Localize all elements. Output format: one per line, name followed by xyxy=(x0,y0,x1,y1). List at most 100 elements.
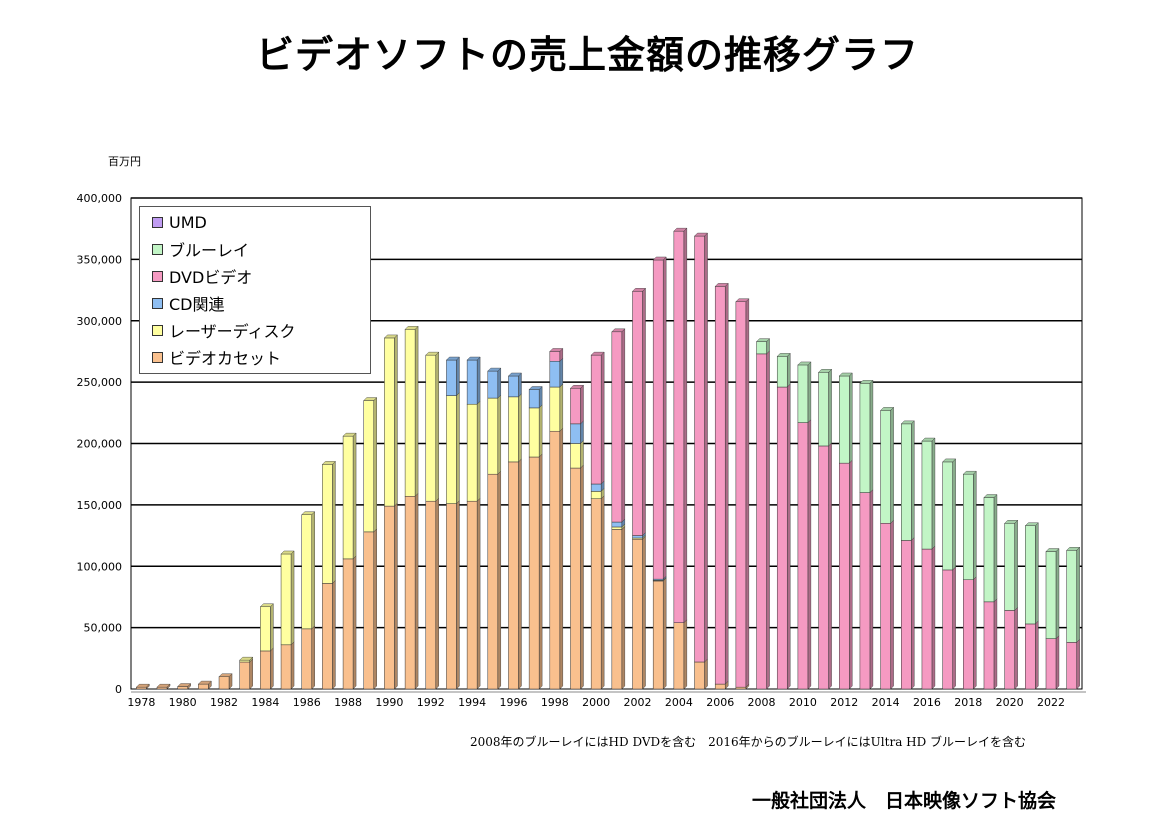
bar-segment-レーザーディスク-1991 xyxy=(404,329,416,497)
bar-segment-ブルーレイ-2012 xyxy=(839,375,850,464)
bar-side-レーザーディスク xyxy=(394,334,398,507)
bar-side-ビデオカセット xyxy=(332,579,336,690)
bar-side-ビデオカセット xyxy=(352,555,357,690)
bar-top-2017 xyxy=(942,458,957,463)
legend-label: ビデオカセット xyxy=(169,349,282,368)
bar-side-ビデオカセット xyxy=(704,658,708,690)
bar-top-2023 xyxy=(1066,547,1081,551)
bar-side-ビデオカセット xyxy=(538,453,543,690)
bar-segment-レーザーディスク-1989 xyxy=(363,400,374,533)
legend-item: DVDビデオ xyxy=(152,266,252,287)
bar-top-2005 xyxy=(694,232,709,237)
bar-segment-DVDビデオ-2008 xyxy=(756,353,767,690)
bar-side-ブルーレイ xyxy=(993,494,998,603)
bar-top-2020 xyxy=(1004,520,1019,524)
bar-side-CD関連 xyxy=(497,367,501,399)
bar-segment-ブルーレイ-2008 xyxy=(756,341,767,355)
bar-side-レーザーディスク xyxy=(476,400,481,502)
bar-segment-レーザーディスク-1997 xyxy=(528,407,540,458)
bar-side-CD関連 xyxy=(518,372,522,398)
bar-segment-DVDビデオ-2000 xyxy=(590,354,602,485)
bar-segment-ビデオカセット-1981 xyxy=(198,683,209,690)
bar-top-1978 xyxy=(135,683,150,688)
bar-side-DVDビデオ xyxy=(973,576,977,690)
bar-segment-ビデオカセット-2006 xyxy=(714,683,726,690)
bar-side-ブルーレイ xyxy=(869,379,874,494)
bar-segment-DVDビデオ-2023 xyxy=(1066,642,1077,690)
bar-segment-CD関連-1997 xyxy=(528,389,540,409)
bar-top-1989 xyxy=(363,397,378,401)
bar-top-1999 xyxy=(570,385,584,389)
bar-side-DVDビデオ xyxy=(642,287,646,537)
legend-swatch xyxy=(152,216,163,228)
bar-segment-CD関連-2000 xyxy=(590,483,602,492)
bar-segment-レーザーディスク-1992 xyxy=(425,354,437,502)
bar-top-1982 xyxy=(218,673,233,677)
bar-side-ブルーレイ xyxy=(787,352,791,388)
bar-top-2006 xyxy=(714,283,729,287)
bar-top-2000 xyxy=(590,351,605,356)
bar-segment-CD関連-1999 xyxy=(570,423,581,444)
bar-top-2015 xyxy=(900,420,915,425)
x-tick-label: 1984 xyxy=(251,696,279,709)
bar-top-2014 xyxy=(880,407,895,411)
bar-top-2010 xyxy=(797,361,812,366)
x-tick-label: 2018 xyxy=(954,696,982,709)
bar-segment-ビデオカセット-1992 xyxy=(425,500,437,690)
bar-top-1993 xyxy=(445,356,460,361)
bar-segment-ビデオカセット-1978 xyxy=(136,686,147,690)
bar-side-DVDビデオ xyxy=(911,536,915,690)
bar-segment-ビデオカセット-1993 xyxy=(446,503,457,690)
x-tick-label: 1990 xyxy=(375,696,403,709)
bar-segment-レーザーディスク-1996 xyxy=(508,396,519,463)
bar-top-2011 xyxy=(818,369,833,373)
bar-segment-ブルーレイ-2016 xyxy=(921,440,933,550)
x-tick-label: 2002 xyxy=(624,696,652,709)
bar-side-DVDビデオ xyxy=(1076,638,1080,690)
bar-segment-ビデオカセット-1988 xyxy=(342,558,354,690)
bar-segment-DVDビデオ-2015 xyxy=(901,540,912,690)
bar-top-2008 xyxy=(756,338,771,342)
bar-side-ビデオカセット xyxy=(456,500,460,690)
bar-side-CD関連 xyxy=(476,356,481,405)
x-tick-label: 2004 xyxy=(665,696,693,709)
bar-side-ブルーレイ xyxy=(828,368,832,447)
bar-segment-DVDビデオ-2022 xyxy=(1045,638,1057,690)
legend-item: CD関連 xyxy=(152,293,225,314)
bar-segment-レーザーディスク-1999 xyxy=(570,443,581,469)
bar-top-2018 xyxy=(962,470,977,475)
bar-side-ブルーレイ xyxy=(890,406,894,524)
bar-side-DVDビデオ xyxy=(621,328,626,523)
x-tick-label: 2006 xyxy=(706,696,734,709)
x-tick-label: 2020 xyxy=(996,696,1024,709)
bar-side-DVDビデオ xyxy=(890,519,894,690)
bar-side-CD関連 xyxy=(538,386,543,409)
x-tick-label: 1980 xyxy=(169,696,197,709)
bar-side-DVDビデオ xyxy=(952,566,956,690)
bar-segment-レーザーディスク-1984 xyxy=(260,606,271,652)
legend-swatch xyxy=(152,297,163,309)
bar-segment-ブルーレイ-2011 xyxy=(818,372,829,447)
bar-side-ブルーレイ xyxy=(952,458,956,571)
bar-segment-レーザーディスク-1985 xyxy=(280,553,292,646)
x-tick-label: 2012 xyxy=(830,696,858,709)
y-axis-unit-label: 百万円 xyxy=(108,155,141,168)
bar-top-2021 xyxy=(1024,522,1039,526)
bar-top-1990 xyxy=(383,334,398,339)
bar-segment-DVDビデオ-2004 xyxy=(673,230,685,623)
bar-segment-ブルーレイ-2015 xyxy=(901,423,912,541)
bar-segment-DVDビデオ-2006 xyxy=(714,286,726,685)
bar-segment-DVDビデオ-1998 xyxy=(549,351,561,362)
bar-segment-ビデオカセット-1991 xyxy=(404,496,416,690)
bar-segment-CD関連-1994 xyxy=(466,359,478,405)
bar-top-1985 xyxy=(280,550,295,555)
bar-top-1984 xyxy=(259,603,274,607)
bar-segment-ビデオカセット-1984 xyxy=(260,650,271,690)
bar-side-ビデオカセット xyxy=(497,470,501,690)
bar-segment-CD関連-1996 xyxy=(508,375,519,398)
bar-side-ブルーレイ xyxy=(1076,546,1080,643)
bar-side-DVDビデオ xyxy=(931,545,936,690)
bar-side-レーザーディスク xyxy=(580,440,584,469)
bar-side-ビデオカセット xyxy=(249,658,253,690)
bar-segment-DVDビデオ-2016 xyxy=(921,548,933,690)
